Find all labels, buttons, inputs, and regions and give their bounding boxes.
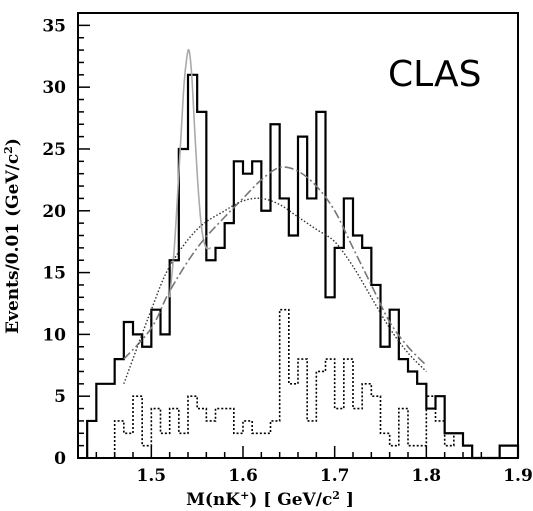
x-axis-title: M(nK+) [ GeV/c2 ] <box>186 489 354 511</box>
y-tick-label: 20 <box>42 202 66 222</box>
x-tick-label: 1.5 <box>137 466 167 486</box>
series-2-smooth-gray-solid <box>168 48 212 298</box>
plot-marks <box>86 48 520 460</box>
series-4-smooth-black-dotted <box>123 197 427 385</box>
x-tick-label: 1.8 <box>412 466 442 486</box>
experiment-label: CLAS <box>388 54 482 95</box>
y-tick-label: 15 <box>42 264 66 284</box>
series-0-histogram-solid <box>86 73 520 460</box>
y-tick-label: 25 <box>42 140 66 160</box>
y-axis-title: Events/0.01 (GeV/c2) <box>2 138 24 334</box>
y-tick-label: 30 <box>42 78 66 98</box>
series-1-histogram-dotted <box>113 308 455 458</box>
y-tick-label: 35 <box>42 16 66 36</box>
y-tick-label: 0 <box>54 449 66 469</box>
y-tick-label: 5 <box>54 387 66 407</box>
y-tick-label: 10 <box>42 325 66 345</box>
x-tick-label: 1.9 <box>503 466 533 486</box>
x-tick-label: 1.6 <box>228 466 258 486</box>
x-tick-label: 1.7 <box>320 466 350 486</box>
series-3-smooth-gray-dashed <box>123 166 427 366</box>
axis-ticks: 1.5 1.6 1.7 1.8 1.9 0 5 10 15 20 25 30 35 <box>42 12 533 486</box>
